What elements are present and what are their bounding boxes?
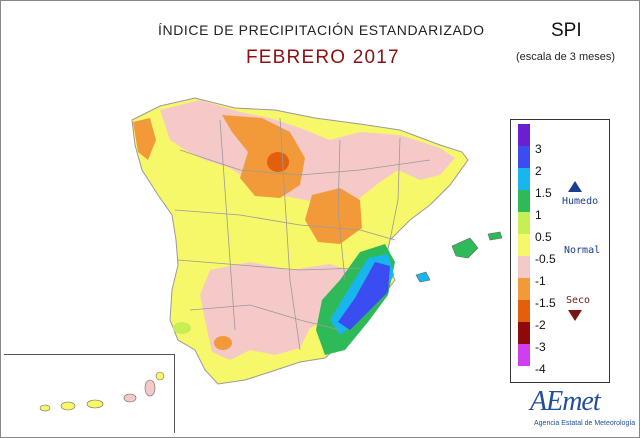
dry-spot-south — [214, 336, 232, 350]
legend-tick: -3 — [535, 340, 546, 354]
canary-island-3 — [86, 399, 104, 409]
legend-swatch-neg-0-5 — [518, 234, 530, 256]
legend-swatch-neg-1 — [518, 256, 530, 278]
legend-tick: 0.5 — [535, 230, 552, 244]
dry-arrow-icon — [568, 310, 582, 321]
dry-region-galicia — [133, 118, 156, 160]
normal-label: Normal — [564, 245, 601, 256]
map-title: ÍNDICE DE PRECIPITACIÓN ESTANDARIZADO — [158, 22, 485, 38]
aemet-logo-mark: AEmet — [530, 386, 601, 417]
legend-tick: 1.5 — [535, 186, 552, 200]
spi-legend: 3 2 1.5 1 0.5 -0.5 -1 -1.5 -2 -3 -4 — [510, 119, 610, 383]
index-name: SPI — [551, 20, 582, 41]
dry-label: Seco — [566, 295, 591, 306]
dry-region-iberica — [305, 188, 362, 244]
scale-note: (escala de 3 meses) — [516, 51, 616, 63]
ibiza — [415, 271, 431, 283]
aemet-logo: AEmet Agencia Estatal de Meteorología — [520, 380, 636, 434]
aemet-logo-name: Agencia Estatal de Meteorología — [534, 420, 636, 427]
map-subtitle: FEBRERO 2017 — [246, 47, 400, 68]
canary-island-1 — [39, 404, 51, 412]
wet-label: Humedo — [562, 196, 599, 207]
legend-tick: -0.5 — [535, 252, 556, 266]
legend-swatch-neg-3 — [518, 322, 530, 344]
legend-tick: -2 — [535, 318, 546, 332]
legend-swatch-neg-2 — [518, 300, 530, 322]
province-boundaries — [174, 117, 431, 351]
legend-tick: -4 — [535, 362, 546, 376]
legend-swatch-neg-4 — [518, 344, 530, 366]
very-dry-spot — [267, 152, 289, 172]
legend-tick: -1.5 — [535, 296, 556, 310]
legend-tick: -1 — [535, 274, 546, 288]
menorca — [487, 231, 503, 241]
legend-swatch-3 — [518, 124, 530, 146]
canary-island-2 — [60, 401, 76, 411]
legend-swatch-neg-1-5 — [518, 278, 530, 300]
legend-swatch-0-5 — [518, 212, 530, 234]
legend-tick: 1 — [535, 208, 542, 222]
canary-island-4 — [123, 393, 137, 403]
mallorca — [451, 237, 479, 259]
legend-tick: 3 — [535, 142, 542, 156]
humid-spot-southwest — [173, 322, 191, 334]
wet-region-southeast-blue — [338, 262, 390, 330]
canary-island-5 — [144, 379, 156, 397]
dry-region-south — [200, 262, 355, 360]
legend-swatch-2 — [518, 146, 530, 168]
wet-arrow-icon — [568, 181, 582, 192]
legend-swatch-1 — [518, 190, 530, 212]
legend-swatch-1-5 — [518, 168, 530, 190]
canary-island-6 — [155, 371, 165, 381]
legend-tick: 2 — [535, 164, 542, 178]
dry-region-duero — [222, 115, 305, 198]
canary-inset — [4, 354, 175, 433]
